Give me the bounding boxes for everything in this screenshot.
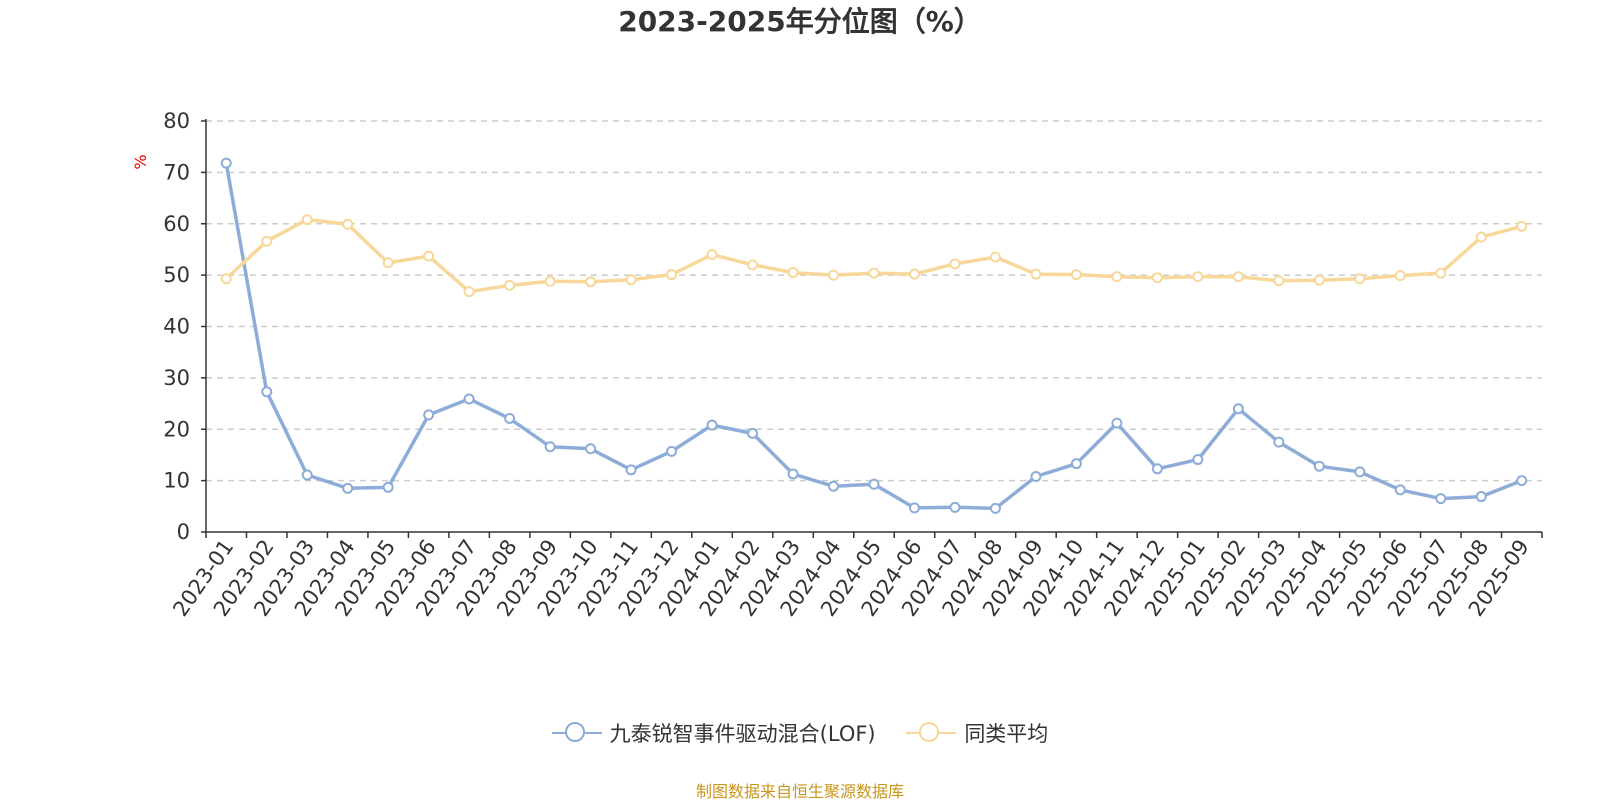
data-point — [666, 445, 678, 457]
series-line — [224, 161, 1524, 511]
data-point — [1475, 231, 1487, 243]
data-point — [1232, 271, 1244, 283]
data-point — [1192, 454, 1204, 466]
data-point — [908, 502, 920, 514]
series — [220, 157, 1528, 514]
data-point — [1192, 271, 1204, 283]
data-point — [828, 480, 840, 492]
data-point — [1516, 220, 1528, 232]
series-line — [224, 217, 1524, 294]
data-point — [301, 469, 313, 481]
grid-lines — [206, 120, 1542, 482]
data-point — [585, 443, 597, 455]
data-point — [908, 268, 920, 280]
y-tick-label: 70 — [163, 160, 190, 184]
data-point — [1435, 493, 1447, 505]
data-point — [382, 257, 394, 269]
legend-label-peer-average: 同类平均 — [964, 722, 1049, 746]
data-point — [1354, 466, 1366, 478]
data-point — [625, 274, 637, 286]
chart-title: 2023-2025年分位图（%） — [618, 5, 982, 38]
y-tick-label: 80 — [163, 109, 190, 133]
data-point — [787, 267, 799, 279]
data-point — [1313, 460, 1325, 472]
data-point — [220, 157, 232, 169]
data-point — [706, 419, 718, 431]
data-point — [828, 269, 840, 281]
data-point — [1070, 458, 1082, 470]
data-point — [868, 267, 880, 279]
data-point — [1435, 267, 1447, 279]
data-point — [1273, 275, 1285, 287]
data-point — [423, 250, 435, 262]
y-tick-label: 60 — [163, 212, 190, 236]
legend-swatch-fund — [551, 721, 602, 745]
data-point — [220, 273, 232, 285]
data-point — [1273, 436, 1285, 448]
legend-item-peer-average[interactable]: 同类平均 — [906, 718, 1048, 748]
data-point — [989, 502, 1001, 514]
y-tick-label: 0 — [177, 520, 190, 544]
data-point — [585, 276, 597, 288]
data-point — [342, 482, 354, 494]
y-axis-unit-label: % — [131, 154, 150, 169]
data-point — [706, 249, 718, 261]
data-point — [463, 286, 475, 298]
data-point — [423, 409, 435, 421]
data-point — [949, 258, 961, 270]
data-point — [747, 427, 759, 439]
data-point — [463, 393, 475, 405]
data-point — [1151, 463, 1163, 475]
data-point — [301, 214, 313, 226]
data-point — [868, 478, 880, 490]
data-point — [1030, 268, 1042, 280]
y-tick-label: 20 — [163, 417, 190, 441]
data-point — [1232, 403, 1244, 415]
data-point — [1313, 274, 1325, 286]
data-point — [342, 218, 354, 230]
data-point — [382, 481, 394, 493]
data-point — [989, 251, 1001, 263]
data-point — [261, 235, 273, 247]
data-point — [747, 259, 759, 271]
data-point — [1111, 417, 1123, 429]
series-0 — [220, 157, 1528, 514]
data-point — [1354, 273, 1366, 285]
data-point — [544, 275, 556, 287]
data-point — [504, 279, 516, 291]
y-tick-label: 30 — [163, 366, 190, 390]
data-point — [949, 501, 961, 513]
series-1 — [220, 214, 1528, 298]
data-point — [1394, 484, 1406, 496]
data-point — [1394, 270, 1406, 282]
data-point — [544, 441, 556, 453]
data-point — [1111, 271, 1123, 283]
source-note: 制图数据来自恒生聚源数据库 — [695, 782, 904, 801]
data-point — [787, 468, 799, 480]
data-point — [666, 269, 678, 281]
data-point — [1516, 475, 1528, 487]
data-point — [1070, 269, 1082, 281]
data-point — [1151, 272, 1163, 284]
data-point — [261, 386, 273, 398]
legend[interactable]: 九泰锐智事件驱动混合(LOF) 同类平均 — [0, 718, 1600, 750]
data-point — [1475, 491, 1487, 503]
data-point — [625, 464, 637, 476]
legend-item-fund[interactable]: 九泰锐智事件驱动混合(LOF) — [551, 718, 876, 748]
legend-swatch-peer-average — [906, 721, 957, 745]
data-point — [1030, 471, 1042, 483]
data-point — [504, 412, 516, 424]
y-tick-label: 50 — [163, 263, 190, 287]
y-tick-label: 40 — [163, 315, 190, 339]
axes: 010203040506070802023-012023-022023-0320… — [163, 109, 1543, 621]
y-tick-label: 10 — [163, 469, 190, 493]
legend-label-fund: 九泰锐智事件驱动混合(LOF) — [609, 722, 876, 746]
